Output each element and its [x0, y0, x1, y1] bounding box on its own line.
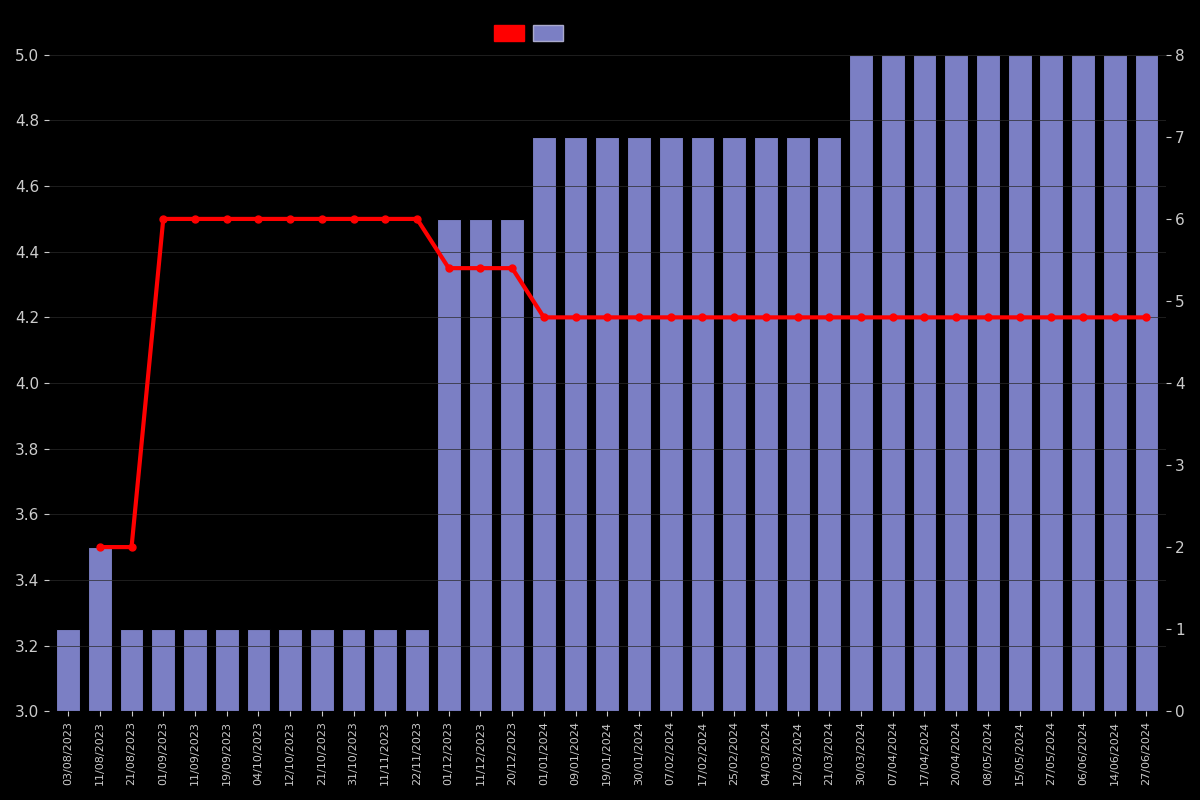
Bar	[373, 629, 397, 711]
Bar	[1039, 55, 1063, 711]
Bar	[56, 629, 80, 711]
Bar	[278, 629, 302, 711]
Bar	[120, 629, 144, 711]
Bar	[690, 137, 714, 711]
Bar	[976, 55, 1000, 711]
Bar	[754, 137, 778, 711]
Bar	[944, 55, 968, 711]
Bar	[468, 219, 492, 711]
Bar	[310, 629, 334, 711]
Bar	[786, 137, 810, 711]
Bar	[564, 137, 588, 711]
Bar	[659, 137, 683, 711]
Bar	[628, 137, 650, 711]
Bar	[1072, 55, 1094, 711]
Bar	[406, 629, 428, 711]
Bar	[184, 629, 206, 711]
Bar	[342, 629, 366, 711]
Bar	[500, 219, 524, 711]
Bar	[850, 55, 872, 711]
Bar	[215, 629, 239, 711]
Bar	[1008, 55, 1032, 711]
Bar	[1135, 55, 1158, 711]
Bar	[151, 629, 175, 711]
Bar	[88, 547, 112, 711]
Bar	[817, 137, 841, 711]
Bar	[1103, 55, 1127, 711]
Bar	[246, 629, 270, 711]
Bar	[595, 137, 619, 711]
Bar	[532, 137, 556, 711]
Bar	[722, 137, 746, 711]
Bar	[881, 55, 905, 711]
Bar	[437, 219, 461, 711]
Legend: , : ,	[493, 29, 564, 43]
Bar	[912, 55, 936, 711]
